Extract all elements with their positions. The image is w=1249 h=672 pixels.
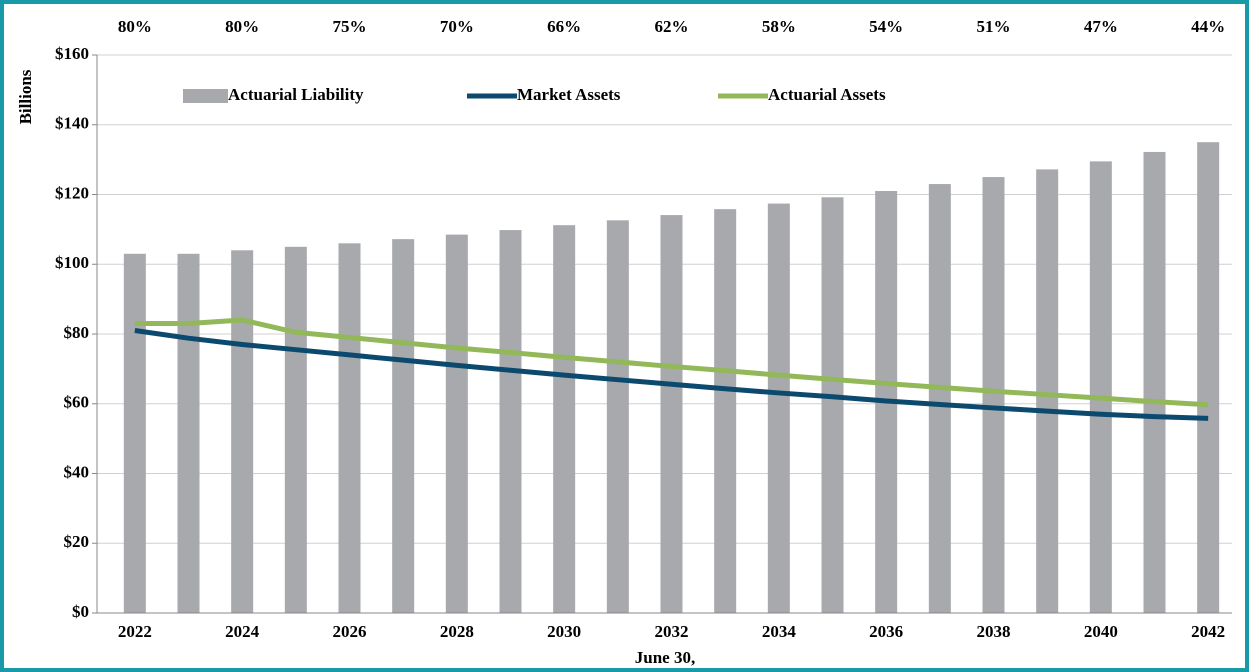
line-series — [134, 317, 1209, 408]
top-label: 51% — [977, 17, 1011, 36]
x-tick-label: 2026 — [333, 622, 367, 641]
bar — [231, 250, 254, 614]
top-label: 44% — [1191, 17, 1225, 36]
bar — [553, 225, 576, 613]
x-tick-label: 2036 — [869, 622, 903, 641]
bar — [1197, 142, 1220, 613]
top-label: 66% — [547, 17, 581, 36]
x-tick-label: 2042 — [1191, 622, 1225, 641]
top-label: 80% — [225, 17, 259, 36]
x-tick-label: 2034 — [762, 622, 797, 641]
top-label: 58% — [762, 17, 796, 36]
x-tick-label: 2038 — [977, 622, 1011, 641]
legend-label: Actuarial Liability — [228, 85, 364, 104]
bar — [177, 253, 200, 613]
top-label: 75% — [333, 17, 367, 36]
bar — [1089, 161, 1112, 613]
x-tick-label: 2040 — [1084, 622, 1118, 641]
y-tick-label: $140 — [55, 114, 89, 133]
bar — [445, 234, 468, 613]
x-tick-label: 2028 — [440, 622, 474, 641]
bar — [284, 246, 307, 613]
x-tick-label: 2030 — [547, 622, 581, 641]
x-tick-label: 2024 — [225, 622, 260, 641]
bar — [499, 230, 522, 613]
top-label: 54% — [869, 17, 903, 36]
bar — [821, 197, 844, 614]
y-tick-label: $120 — [55, 183, 89, 202]
legend-label: Market Assets — [517, 85, 621, 104]
y-axis-title: Billions — [16, 69, 35, 124]
bar — [606, 220, 629, 613]
x-tick-label: 2032 — [655, 622, 689, 641]
top-label: 47% — [1084, 17, 1118, 36]
y-tick-label: $160 — [55, 44, 89, 63]
y-tick-label: $60 — [64, 393, 90, 412]
bar — [123, 253, 146, 613]
bar — [338, 243, 361, 613]
y-tick-label: $100 — [55, 253, 89, 272]
legend-swatch — [183, 89, 228, 103]
bar — [1143, 151, 1166, 613]
bar — [767, 203, 790, 613]
legend-label: Actuarial Assets — [768, 85, 886, 104]
bar — [392, 239, 415, 613]
top-label: 70% — [440, 17, 474, 36]
x-axis-title: June 30, — [635, 648, 695, 667]
line-series — [134, 328, 1209, 421]
x-tick-label: 2022 — [118, 622, 152, 641]
y-tick-label: $20 — [64, 532, 90, 551]
bar — [714, 209, 737, 613]
top-label: 80% — [118, 17, 152, 36]
bar — [1036, 169, 1059, 613]
y-tick-label: $0 — [72, 602, 89, 621]
bar — [660, 215, 683, 614]
bar — [928, 184, 951, 613]
y-tick-label: $40 — [64, 462, 90, 481]
y-tick-label: $80 — [64, 323, 90, 342]
bar — [982, 177, 1005, 613]
top-label: 62% — [655, 17, 689, 36]
